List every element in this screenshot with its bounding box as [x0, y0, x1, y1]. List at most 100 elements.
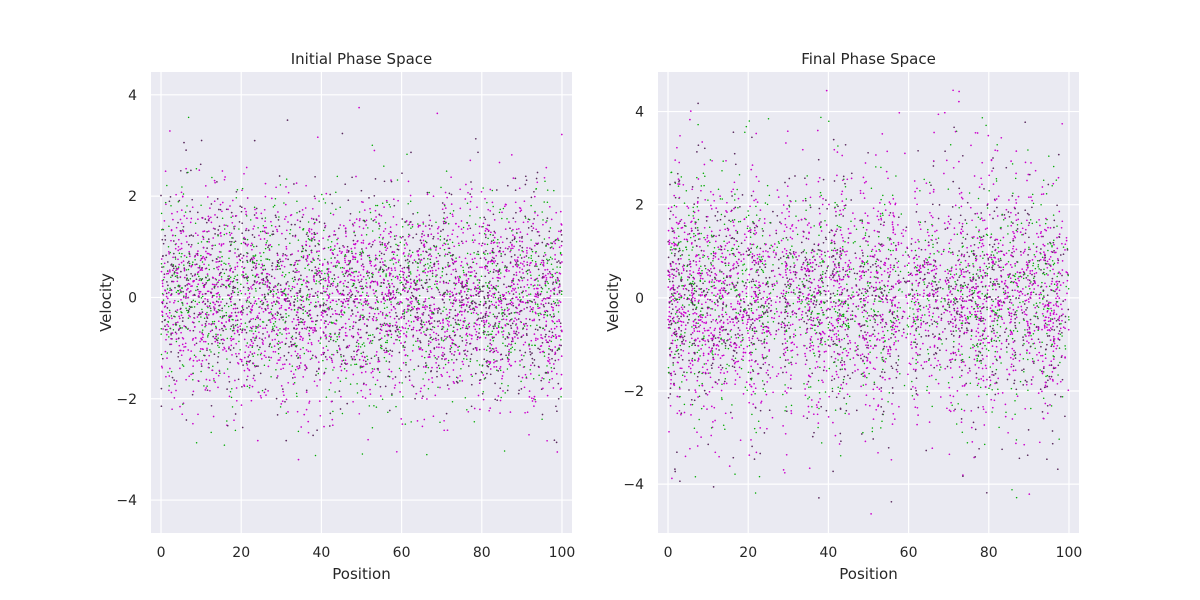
scatter-point [231, 221, 234, 224]
scatter-point [319, 306, 321, 308]
scatter-point [188, 262, 191, 265]
scatter-point [512, 302, 514, 305]
scatter-point [418, 287, 421, 290]
scatter-point [445, 221, 447, 224]
scatter-point [260, 259, 262, 262]
scatter-point [263, 264, 266, 267]
scatter-point [528, 343, 530, 346]
scatter-point [357, 291, 360, 293]
scatter-point [192, 329, 195, 332]
scatter-point [392, 293, 395, 296]
scatter-point [278, 175, 281, 177]
scatter-point [244, 322, 247, 324]
scatter-point [276, 268, 279, 270]
scatter-point [167, 246, 170, 248]
scatter-point [413, 279, 416, 282]
scatter-point [163, 262, 166, 265]
scatter-point [348, 307, 350, 309]
scatter-point [332, 410, 334, 413]
scatter-point [350, 290, 352, 293]
scatter-point [478, 364, 481, 366]
scatter-point [469, 227, 472, 230]
scatter-point [304, 320, 306, 323]
scatter-point [221, 322, 223, 325]
scatter-point [500, 298, 502, 301]
scatter-point [327, 273, 329, 276]
scatter-point [242, 238, 245, 240]
scatter-point [373, 218, 376, 221]
scatter-point [551, 242, 554, 245]
scatter-point [326, 261, 329, 263]
scatter-point [164, 318, 166, 321]
scatter-point [459, 305, 461, 307]
scatter-point [498, 326, 500, 328]
scatter-point [325, 345, 328, 348]
scatter-point [218, 279, 220, 282]
scatter-point [170, 370, 173, 373]
scatter-point [292, 383, 295, 385]
scatter-point [223, 347, 226, 350]
scatter-point [370, 357, 373, 360]
scatter-point [405, 279, 408, 282]
scatter-point [387, 292, 390, 295]
scatter-point [312, 320, 314, 323]
scatter-point [414, 316, 417, 319]
scatter-point [389, 324, 392, 327]
scatter-point [401, 423, 404, 425]
scatter-point [303, 305, 306, 308]
scatter-point [496, 315, 499, 318]
scatter-point [294, 298, 296, 301]
scatter-point [225, 350, 228, 352]
scatter-point [187, 243, 190, 246]
scatter-point [501, 327, 504, 329]
scatter-point [327, 323, 330, 326]
scatter-point [437, 267, 440, 270]
scatter-point [383, 356, 386, 359]
scatter-point [364, 371, 367, 373]
scatter-point [494, 325, 496, 327]
scatter-point [542, 223, 544, 226]
scatter-point [198, 265, 201, 267]
scatter-point [553, 189, 555, 192]
scatter-point [432, 331, 435, 334]
scatter-point [301, 209, 304, 211]
scatter-point [343, 246, 345, 248]
scatter-point [373, 368, 376, 370]
scatter-point [380, 301, 383, 303]
scatter-point [255, 266, 258, 269]
scatter-point [219, 315, 222, 318]
scatter-point [171, 265, 174, 268]
scatter-point [319, 276, 322, 279]
scatter-point [450, 353, 453, 355]
scatter-point [240, 310, 243, 312]
scatter-point [326, 288, 328, 290]
scatter-point [270, 245, 273, 248]
scatter-point [460, 264, 462, 267]
scatter-point [264, 182, 267, 185]
scatter-point [519, 210, 522, 213]
scatter-point [195, 441, 198, 444]
scatter-point [416, 311, 419, 314]
scatter-point [281, 294, 283, 296]
scatter-point [473, 269, 476, 272]
scatter-point [182, 349, 185, 352]
scatter-point [231, 406, 234, 408]
scatter-point [443, 211, 446, 214]
scatter-point [528, 293, 530, 296]
scatter-point [239, 349, 241, 351]
scatter-point [422, 311, 425, 314]
scatter-point [269, 234, 271, 237]
scatter-point [534, 252, 537, 254]
scatter-point [524, 351, 527, 354]
scatter-point [429, 333, 431, 336]
scatter-point [363, 342, 365, 344]
scatter-point [330, 357, 333, 360]
scatter-point [386, 314, 389, 317]
scatter-point [190, 169, 192, 172]
scatter-point [467, 271, 470, 273]
scatter-point [441, 375, 443, 377]
scatter-point [461, 326, 464, 329]
scatter-point [541, 341, 544, 344]
scatter-point [436, 358, 438, 360]
scatter-point [217, 235, 219, 237]
